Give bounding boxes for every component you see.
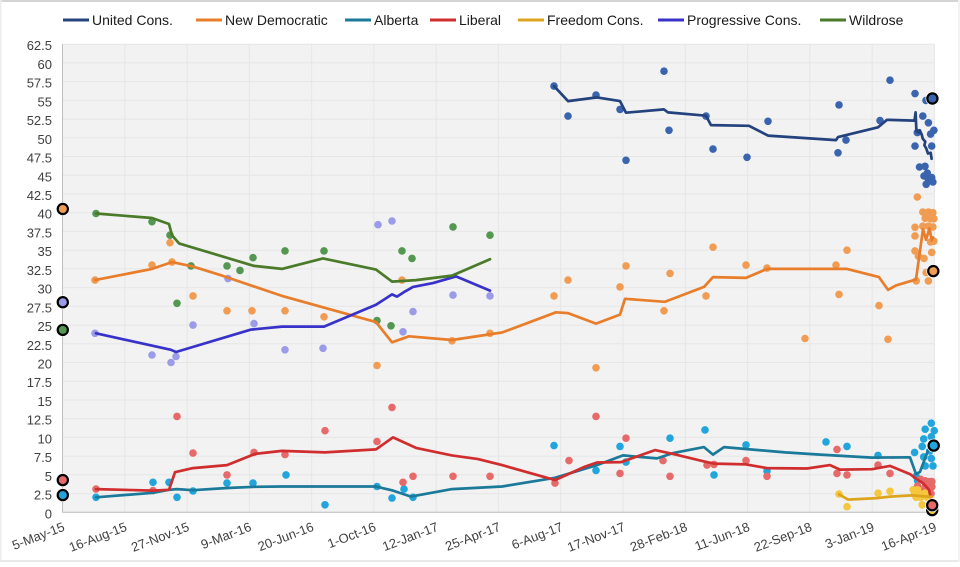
svg-text:United Cons.: United Cons. (92, 12, 173, 28)
svg-text:57.5: 57.5 (27, 76, 52, 91)
svg-text:27.5: 27.5 (27, 300, 52, 315)
svg-text:32.5: 32.5 (27, 263, 52, 278)
svg-text:7.5: 7.5 (34, 450, 52, 465)
svg-text:40: 40 (38, 207, 52, 222)
svg-text:45: 45 (38, 169, 52, 184)
svg-text:55: 55 (38, 94, 52, 109)
svg-text:Wildrose: Wildrose (849, 12, 904, 28)
svg-text:5: 5 (45, 469, 52, 484)
svg-text:62.5: 62.5 (27, 38, 52, 53)
svg-text:0: 0 (45, 506, 52, 521)
svg-text:35: 35 (38, 244, 52, 259)
svg-text:60: 60 (38, 57, 52, 72)
svg-text:37.5: 37.5 (27, 225, 52, 240)
svg-text:20: 20 (38, 357, 52, 372)
svg-text:50: 50 (38, 132, 52, 147)
svg-text:22.5: 22.5 (27, 338, 52, 353)
svg-text:17.5: 17.5 (27, 375, 52, 390)
svg-text:47.5: 47.5 (27, 151, 52, 166)
svg-text:25: 25 (38, 319, 52, 334)
svg-text:12.5: 12.5 (27, 413, 52, 428)
svg-text:15: 15 (38, 394, 52, 409)
svg-text:52.5: 52.5 (27, 113, 52, 128)
svg-text:New Democratic: New Democratic (225, 12, 328, 28)
svg-text:Freedom Cons.: Freedom Cons. (547, 12, 643, 28)
svg-text:30: 30 (38, 282, 52, 297)
svg-text:10: 10 (38, 431, 52, 446)
svg-text:Liberal: Liberal (459, 12, 501, 28)
svg-text:Progressive Cons.: Progressive Cons. (687, 12, 801, 28)
svg-text:Alberta: Alberta (374, 12, 419, 28)
svg-text:2.5: 2.5 (34, 488, 52, 503)
svg-text:42.5: 42.5 (27, 188, 52, 203)
